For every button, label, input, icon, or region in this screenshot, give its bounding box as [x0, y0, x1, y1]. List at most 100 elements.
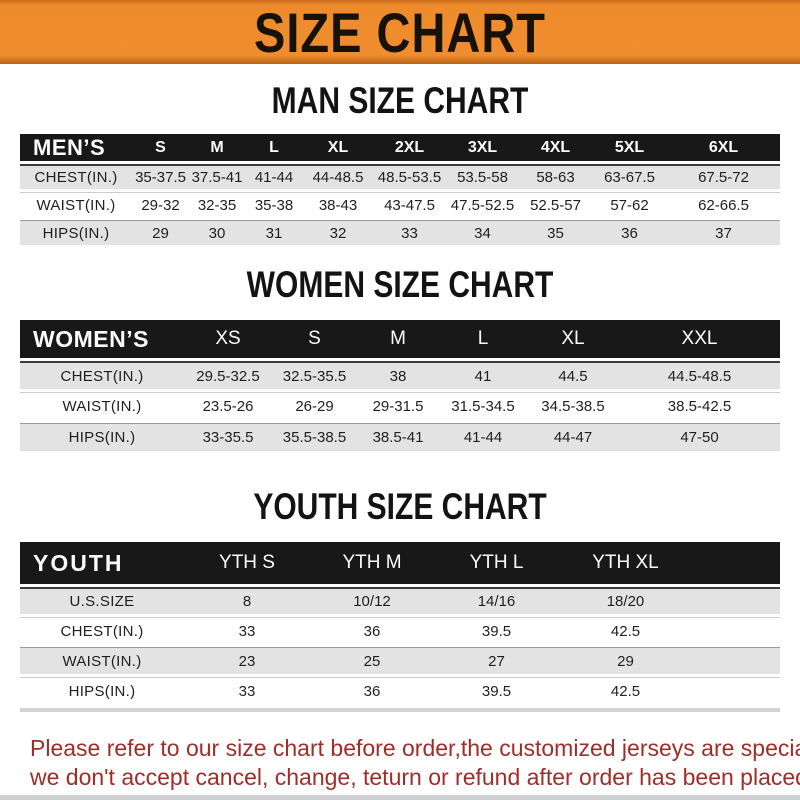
women-header-row: WOMEN’S XS S M L XL XXL [20, 320, 780, 358]
notice-line-1: Please refer to our size chart before or… [30, 735, 800, 761]
column-header: S [132, 134, 189, 161]
bottom-strip [0, 795, 800, 800]
size-value-cell: 32 [303, 220, 373, 245]
column-header: XL [303, 134, 373, 161]
measure-row: WAIST(IN.) 23 25 27 29 [20, 647, 780, 674]
size-value-cell: 29-31.5 [357, 392, 439, 420]
header-filler [692, 542, 780, 584]
size-value-cell: 29 [132, 220, 189, 245]
measure-row: WAIST(IN.) 23.5-26 26-29 29-31.5 31.5-34.5 34… [20, 392, 780, 420]
row-label: HIPS(IN.) [20, 677, 184, 704]
section-women: WOMEN SIZE CHART WOMEN’S XS S M L XL XXL CHEST(I… [0, 265, 800, 454]
banner: SIZE CHART [0, 0, 800, 64]
size-value-cell: 41-44 [439, 423, 527, 451]
measure-row: CHEST(IN.) 35-37.5 37.5-41 41-44 44-48.5 48.5… [20, 164, 780, 189]
size-value-cell: 42.5 [559, 677, 692, 704]
measure-row: HIPS(IN.) 33-35.5 35.5-38.5 38.5-41 41-44 44-… [20, 423, 780, 451]
size-value-cell: 26-29 [272, 392, 357, 420]
youth-size-table: YOUTH YTH S YTH M YTH L YTH XL U.S.SIZE 8 10/12… [20, 539, 780, 707]
size-value-cell: 37.5-41 [189, 164, 245, 189]
size-value-cell: 41-44 [245, 164, 303, 189]
row-label: HIPS(IN.) [20, 423, 184, 451]
column-header: 4XL [519, 134, 592, 161]
size-value-cell: 36 [310, 677, 434, 704]
column-header: YTH S [184, 542, 310, 584]
size-value-cell: 38.5-41 [357, 423, 439, 451]
measure-row: HIPS(IN.) 29 30 31 32 33 34 35 36 37 [20, 220, 780, 245]
row-label: CHEST(IN.) [20, 361, 184, 389]
size-value-cell: 44-47 [527, 423, 619, 451]
size-value-cell: 23 [184, 647, 310, 674]
size-value-cell: 35.5-38.5 [272, 423, 357, 451]
column-header: YTH XL [559, 542, 692, 584]
size-value-cell: 47.5-52.5 [446, 192, 519, 217]
size-value-cell: 34 [446, 220, 519, 245]
column-header: YTH M [310, 542, 434, 584]
size-value-cell: 42.5 [559, 617, 692, 644]
size-value-cell: 41 [439, 361, 527, 389]
section-men: MAN SIZE CHART MEN’S S M L XL 2XL 3XL 4XL 5XL 6XL C… [0, 81, 800, 248]
column-header: L [245, 134, 303, 161]
size-value-cell: 63-67.5 [592, 164, 667, 189]
size-value-cell: 39.5 [434, 677, 559, 704]
column-header: S [272, 320, 357, 358]
order-notice: Please refer to our size chart before or… [0, 734, 800, 792]
size-value-cell: 31.5-34.5 [439, 392, 527, 420]
women-header-label: WOMEN’S [20, 320, 184, 358]
column-header: XS [184, 320, 272, 358]
size-value-cell: 38.5-42.5 [619, 392, 780, 420]
size-value-cell: 36 [310, 617, 434, 644]
size-value-cell: 52.5-57 [519, 192, 592, 217]
size-value-cell: 25 [310, 647, 434, 674]
row-label: WAIST(IN.) [20, 392, 184, 420]
measure-row: WAIST(IN.) 29-32 32-35 35-38 38-43 43-47.5 47.… [20, 192, 780, 217]
youth-header-row: YOUTH YTH S YTH M YTH L YTH XL [20, 542, 780, 584]
size-value-cell: 35-37.5 [132, 164, 189, 189]
measure-row: HIPS(IN.) 33 36 39.5 42.5 [20, 677, 780, 704]
men-header-row: MEN’S S M L XL 2XL 3XL 4XL 5XL 6XL [20, 134, 780, 161]
size-value-cell: 29-32 [132, 192, 189, 217]
size-value-cell: 8 [184, 587, 310, 614]
size-value-cell: 48.5-53.5 [373, 164, 446, 189]
size-value-cell: 35-38 [245, 192, 303, 217]
size-value-cell: 33 [184, 617, 310, 644]
table-bottom-edge [20, 708, 780, 712]
size-value-cell: 36 [592, 220, 667, 245]
row-filler [692, 647, 780, 674]
men-header-label: MEN’S [20, 134, 132, 161]
row-filler [692, 677, 780, 704]
size-value-cell: 18/20 [559, 587, 692, 614]
row-label: CHEST(IN.) [20, 617, 184, 644]
size-tables: MAN SIZE CHART MEN’S S M L XL 2XL 3XL 4XL 5XL 6XL C… [0, 81, 800, 712]
row-label: WAIST(IN.) [20, 192, 132, 217]
column-header: M [189, 134, 245, 161]
size-value-cell: 23.5-26 [184, 392, 272, 420]
size-value-cell: 57-62 [592, 192, 667, 217]
size-value-cell: 44.5 [527, 361, 619, 389]
size-value-cell: 32.5-35.5 [272, 361, 357, 389]
section-youth: YOUTH SIZE CHART YOUTH YTH S YTH M YTH L YTH … [0, 487, 800, 712]
measure-row: CHEST(IN.) 33 36 39.5 42.5 [20, 617, 780, 644]
size-value-cell: 27 [434, 647, 559, 674]
column-header: 2XL [373, 134, 446, 161]
page-title: SIZE CHART [254, 0, 546, 64]
size-value-cell: 10/12 [310, 587, 434, 614]
size-value-cell: 29.5-32.5 [184, 361, 272, 389]
women-size-table: WOMEN’S XS S M L XL XXL CHEST(IN.) 29.5-32.5 32.5… [20, 317, 780, 454]
size-value-cell: 44.5-48.5 [619, 361, 780, 389]
column-header: YTH L [434, 542, 559, 584]
column-header: 3XL [446, 134, 519, 161]
column-header: XXL [619, 320, 780, 358]
size-value-cell: 62-66.5 [667, 192, 780, 217]
measure-row: U.S.SIZE 8 10/12 14/16 18/20 [20, 587, 780, 614]
column-header: 6XL [667, 134, 780, 161]
column-header: XL [527, 320, 619, 358]
men-size-chart-heading: MAN SIZE CHART [271, 81, 529, 122]
size-value-cell: 33 [184, 677, 310, 704]
size-value-cell: 53.5-58 [446, 164, 519, 189]
size-value-cell: 39.5 [434, 617, 559, 644]
size-value-cell: 43-47.5 [373, 192, 446, 217]
youth-size-chart-heading: YOUTH SIZE CHART [253, 487, 547, 528]
row-label: U.S.SIZE [20, 587, 184, 614]
size-value-cell: 38-43 [303, 192, 373, 217]
